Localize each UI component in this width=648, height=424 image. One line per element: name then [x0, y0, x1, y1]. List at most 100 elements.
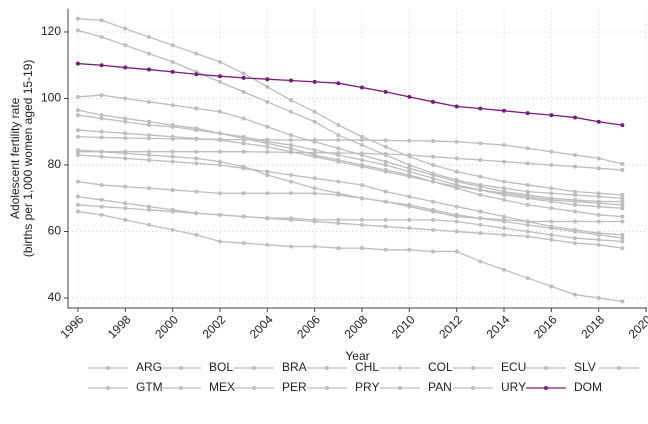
legend-label: COL [428, 360, 453, 374]
x-axis-title: Year [345, 349, 369, 363]
point [99, 129, 104, 134]
series-line [77, 136, 623, 165]
point [170, 187, 175, 192]
legend-marker [325, 366, 329, 370]
point [431, 249, 436, 254]
point [170, 149, 175, 154]
point [525, 219, 530, 224]
point [502, 232, 507, 237]
point [431, 217, 436, 222]
point [431, 99, 436, 104]
point [596, 242, 601, 247]
point [170, 59, 175, 64]
legend-label: PAN [428, 380, 452, 394]
point [123, 206, 128, 211]
point [596, 191, 601, 196]
point [123, 201, 128, 206]
point [75, 94, 80, 99]
point [359, 222, 364, 227]
point [99, 18, 104, 23]
point [288, 146, 293, 151]
point [312, 153, 317, 158]
point [431, 209, 436, 214]
point [407, 226, 412, 231]
point [288, 179, 293, 184]
point [312, 119, 317, 124]
point [217, 74, 222, 79]
point [146, 99, 151, 104]
point [99, 212, 104, 217]
point [407, 169, 412, 174]
x-tick-label: 1998 [105, 312, 134, 341]
point [336, 133, 341, 138]
x-tick-label: 2008 [342, 312, 371, 341]
point [241, 71, 246, 76]
point [454, 139, 459, 144]
point [359, 182, 364, 187]
legend-label: ARG [136, 360, 162, 374]
point [620, 162, 625, 167]
point [573, 227, 578, 232]
point [75, 209, 80, 214]
point [170, 154, 175, 159]
point [407, 204, 412, 209]
point [312, 186, 317, 191]
point [336, 158, 341, 163]
point [407, 163, 412, 168]
point [431, 163, 436, 168]
legend-label: CHL [355, 360, 379, 374]
point [359, 151, 364, 156]
point [146, 149, 151, 154]
point [454, 249, 459, 254]
point [478, 216, 483, 221]
point [288, 216, 293, 221]
point [75, 16, 80, 21]
legend-marker [617, 366, 621, 370]
point [596, 237, 601, 242]
point [336, 217, 341, 222]
point [288, 244, 293, 249]
legend-label: BOL [209, 360, 233, 374]
point [265, 242, 270, 247]
point [336, 191, 341, 196]
point [454, 204, 459, 209]
point [549, 284, 554, 289]
x-tick-label: 2002 [200, 312, 229, 341]
point [620, 236, 625, 241]
point [146, 67, 151, 72]
point [620, 219, 625, 224]
point [454, 169, 459, 174]
point [454, 156, 459, 161]
x-tick-label: 2018 [578, 312, 607, 341]
legend-marker [106, 366, 110, 370]
point [407, 194, 412, 199]
point [359, 138, 364, 143]
point [549, 206, 554, 211]
point [194, 211, 199, 216]
point [620, 167, 625, 172]
point [123, 184, 128, 189]
point [75, 149, 80, 154]
legend-marker [471, 366, 475, 370]
point [336, 153, 341, 158]
point [573, 219, 578, 224]
point [336, 81, 341, 86]
point [596, 231, 601, 236]
point [123, 116, 128, 121]
point [620, 232, 625, 237]
point [288, 172, 293, 177]
point [146, 222, 151, 227]
point [336, 138, 341, 143]
point [241, 136, 246, 141]
point [573, 236, 578, 241]
series-line [77, 109, 623, 206]
point [502, 197, 507, 202]
point [170, 159, 175, 164]
x-tick-label: 1996 [58, 312, 87, 341]
legend-marker [106, 386, 110, 390]
point [241, 241, 246, 246]
x-tick-label: 2004 [247, 312, 276, 341]
point [99, 182, 104, 187]
point [170, 69, 175, 74]
point [549, 197, 554, 202]
